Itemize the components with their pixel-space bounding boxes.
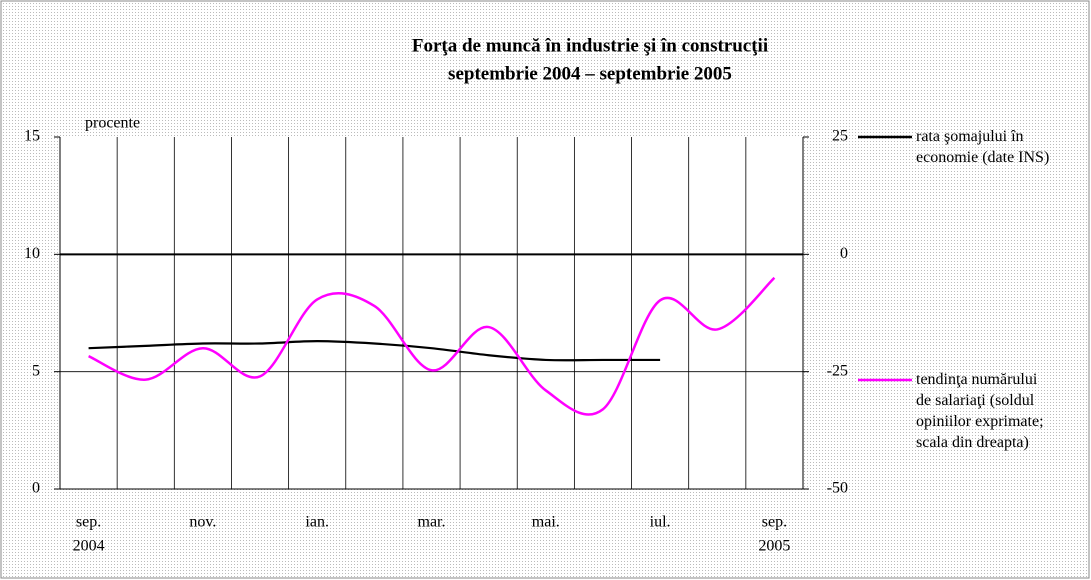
legend-label: tendinţa numărului de salariaţi (soldul … (916, 371, 1044, 451)
chart-title: Forţa de muncă în industrie şi în constr… (412, 35, 768, 56)
x-tick-sublabel: 2005 (758, 538, 790, 555)
x-tick-sublabel: 2004 (73, 538, 105, 555)
x-tick-label: iul. (650, 514, 671, 531)
y-tick-label: 0 (32, 480, 40, 497)
x-tick-label: mar. (418, 514, 446, 531)
y2-tick-label: -50 (827, 480, 848, 497)
x-tick-label: ian. (305, 514, 329, 531)
x-tick-label: nov. (189, 514, 216, 531)
y-axis-label: procente (85, 115, 140, 132)
y2-tick-label: -25 (827, 362, 848, 379)
x-tick-label: sep. (762, 514, 787, 531)
y-tick-label: 5 (32, 362, 40, 379)
y-tick-label: 15 (24, 128, 40, 145)
series-line (88, 276, 776, 416)
legend-label: rata şomajului în economie (date INS) (916, 128, 1050, 166)
y2-tick-label: 0 (840, 245, 848, 262)
chart-subtitle: septembrie 2004 – septembrie 2005 (448, 63, 732, 84)
y2-tick-label: 25 (832, 128, 848, 145)
plot-area (60, 137, 803, 489)
y-tick-label: 10 (24, 245, 40, 262)
x-tick-label: sep. (76, 514, 101, 531)
x-tick-label: mai. (532, 514, 560, 531)
series-line (88, 340, 661, 362)
